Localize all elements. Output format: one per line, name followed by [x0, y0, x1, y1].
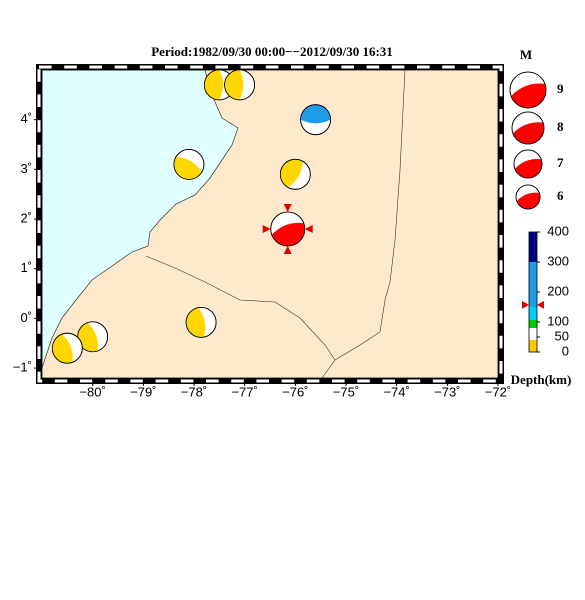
border [145, 255, 336, 379]
event-marker [304, 224, 313, 233]
depth-tick-label: 200 [547, 283, 569, 298]
depth-tick-label: 50 [555, 328, 569, 343]
lon-tick-label: −77˚ [231, 384, 257, 399]
beachball-quadrant [186, 307, 206, 338]
beachball-outline [173, 148, 205, 180]
depth-band [529, 307, 537, 320]
beachball-quadrant [52, 334, 73, 364]
beachball-quadrant [224, 69, 244, 100]
beachball-quadrant [512, 122, 545, 145]
event-marker [262, 224, 271, 233]
mag-legend-title: M [520, 47, 532, 62]
beachball-outline [51, 332, 83, 364]
beachball-outline [300, 104, 332, 136]
lat-tick-label: 3˚ [20, 161, 32, 176]
depth-label: Depth(km) [511, 372, 572, 387]
lon-tick-label: −73˚ [434, 384, 460, 399]
lon-tick-label: −75˚ [333, 384, 359, 399]
depth-band [529, 328, 537, 340]
beachball-outline [185, 306, 217, 338]
title: Period:1982/09/30 00:00−−2012/09/30 16:3… [151, 44, 393, 59]
lon-tick-label: −72˚ [485, 384, 511, 399]
beachball-quadrant [280, 159, 303, 188]
beachball-outline [515, 184, 541, 210]
lon-tick-label: −80˚ [79, 384, 105, 399]
beachball-quadrant [516, 192, 540, 209]
beachball-outline [279, 158, 311, 190]
lat-tick-label: −1˚ [13, 360, 32, 375]
depth-band [529, 232, 537, 262]
beachball-quadrant [271, 222, 305, 246]
beachball-quadrant [300, 104, 331, 124]
beachball-outline [224, 69, 256, 101]
depth-band [529, 262, 537, 307]
depth-tick-label: 400 [547, 223, 569, 238]
lat-tick-label: 0˚ [20, 310, 32, 325]
mag-label: 8 [557, 119, 564, 134]
beachball-outline [509, 71, 547, 109]
depth-band [529, 340, 537, 352]
lat-tick-label: 1˚ [20, 260, 32, 275]
border [334, 69, 406, 361]
ocean [41, 69, 239, 369]
depth-tick-label: 100 [547, 313, 569, 328]
mag-legend: 9 8 7 6 [509, 71, 564, 210]
events [51, 69, 332, 364]
depth-tick-label: 0 [562, 343, 569, 358]
beachball-quadrant [77, 322, 99, 352]
mag-label: 9 [557, 81, 564, 96]
beachball-quadrant [204, 69, 224, 100]
depth-band [529, 320, 537, 328]
frame-dash [37, 65, 503, 383]
event-marker [283, 203, 292, 212]
lon-tick-label: −76˚ [282, 384, 308, 399]
beachball-outline [77, 321, 109, 353]
lat-tick-label: 2˚ [20, 210, 32, 225]
frame-inner [41, 69, 499, 379]
depth-tick-label: 300 [547, 253, 569, 268]
lon-tick-label: −74˚ [383, 384, 409, 399]
beachball-outline [511, 111, 545, 145]
mag-label: 6 [557, 188, 564, 203]
lat-tick-label: 4˚ [20, 111, 32, 126]
beachball-outline [513, 149, 543, 179]
frame [34, 64, 504, 386]
lon-tick-label: −78˚ [181, 384, 207, 399]
beachball-quadrant [511, 83, 546, 108]
mag-label: 7 [557, 155, 564, 170]
lon-tick-label: −79˚ [130, 384, 156, 399]
depth-marker [522, 300, 544, 309]
beachball-quadrant [514, 158, 542, 178]
event-marker [283, 245, 292, 254]
beachball-quadrant [173, 156, 202, 180]
